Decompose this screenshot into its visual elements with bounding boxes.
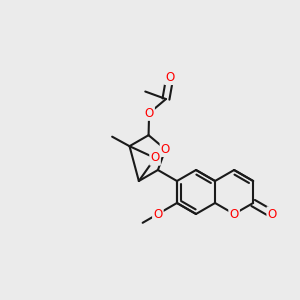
Text: O: O xyxy=(268,208,277,220)
Text: O: O xyxy=(230,208,239,220)
Text: O: O xyxy=(153,208,163,220)
Text: O: O xyxy=(145,107,154,120)
Text: O: O xyxy=(161,143,170,156)
Text: O: O xyxy=(165,71,174,84)
Text: O: O xyxy=(150,152,160,164)
